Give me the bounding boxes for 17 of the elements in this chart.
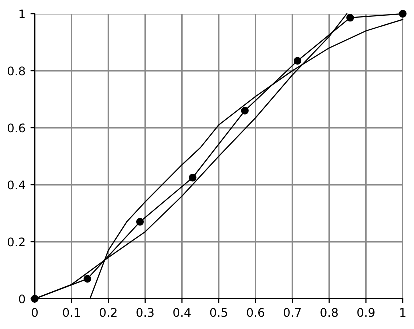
y-tick-label: 0: [19, 294, 26, 304]
x-tick-label: 0.3: [136, 308, 154, 318]
y-tick-label: 0.8: [8, 66, 26, 76]
y-tick-label: 0.6: [8, 124, 26, 133]
x-tick-label: 1: [400, 308, 406, 317]
x-tick-label: 0.5: [210, 308, 228, 318]
y-tick-label: 0.4: [8, 180, 26, 190]
x-tick-label: 0.2: [100, 308, 117, 318]
x-tick-label: 0.8: [320, 308, 338, 318]
y-tick-label: 0.2: [8, 238, 25, 247]
x-tick-label: 0.6: [247, 308, 264, 318]
x-tick-label: 0.4: [174, 308, 191, 318]
x-tick-label: 0.9: [358, 308, 375, 318]
x-tick-label: 0.7: [284, 308, 301, 318]
y-tick-label: 1: [20, 10, 25, 18]
x-tick-label: 0.1: [63, 308, 80, 318]
x-tick-label: 0: [32, 308, 38, 318]
